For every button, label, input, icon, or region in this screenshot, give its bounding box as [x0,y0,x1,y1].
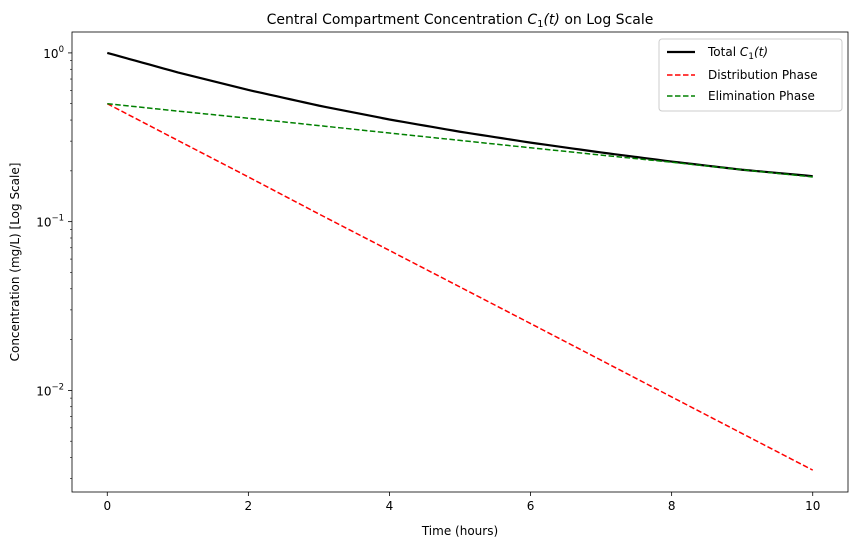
x-axis-label: Time (hours) [421,524,498,538]
x-tick-label: 8 [668,499,676,513]
legend-label-total: Total C1(t) [707,45,768,62]
y-axis-ticks: 10−2 10−1 100 [36,45,72,479]
chart-title: Central Compartment Concentration C1(t) … [267,12,654,30]
plot-area-frame [71,31,849,493]
x-axis-ticks: 0 2 4 6 8 10 [103,492,820,513]
legend-label-elimination: Elimination Phase [708,89,815,103]
x-tick-label: 6 [527,499,535,513]
x-tick-label: 2 [245,499,253,513]
x-tick-label: 10 [805,499,820,513]
y-tick-label: 100 [43,45,64,61]
y-tick-label: 10−1 [36,214,64,230]
x-tick-label: 4 [386,499,394,513]
series-line-total-c1-t [106,51,813,178]
y-tick-label: 10−2 [36,382,64,398]
legend: Total C1(t) Distribution Phase Eliminati… [658,38,843,112]
legend-frame [658,38,843,112]
y-axis-label: Concentration (mg/L) [Log Scale] [8,163,22,362]
legend-label-distribution: Distribution Phase [708,68,818,82]
series-layer [106,51,814,471]
x-tick-label: 0 [103,499,111,513]
series-line-distribution-phase [106,103,814,471]
series-line-elimination-phase [107,102,813,178]
